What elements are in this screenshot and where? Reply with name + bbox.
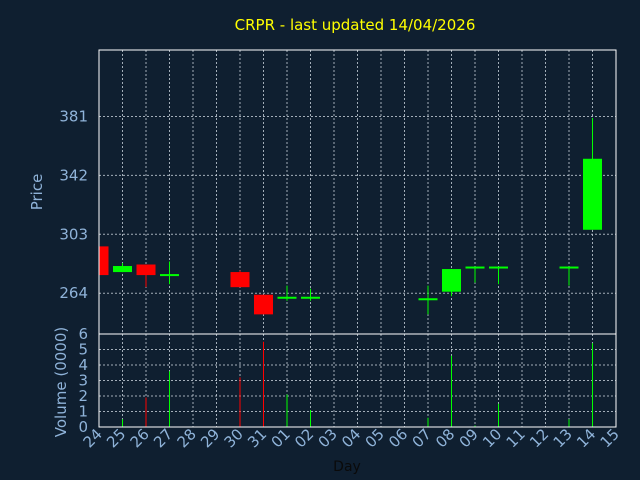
price-tick-label: 264 <box>59 284 88 302</box>
volume-tick-label: 2 <box>78 387 88 405</box>
volume-series <box>122 341 593 427</box>
candle-body <box>583 158 602 230</box>
price-tick-label: 381 <box>59 107 88 125</box>
price-tick-label: 342 <box>59 166 88 184</box>
candlestick-series <box>98 117 602 315</box>
candle-body <box>136 264 156 276</box>
candle-body <box>160 274 179 277</box>
price-tick-label: 303 <box>59 225 88 243</box>
volume-tick-label: 3 <box>78 372 88 390</box>
candle-body <box>113 266 132 273</box>
x-axis-label: Day <box>333 459 361 475</box>
volume-tick-label: 4 <box>78 356 88 374</box>
candle-body <box>489 266 508 269</box>
candle-body <box>230 272 250 288</box>
volume-tick-label: 0 <box>78 418 88 436</box>
volume-panel-frame <box>98 333 617 428</box>
candle-body <box>559 266 579 269</box>
y-axis-label: Price <box>28 174 46 211</box>
candle-body <box>277 296 297 299</box>
volume-tick-label: 5 <box>78 341 88 359</box>
candle-body <box>418 298 438 301</box>
volume-tick-label: 1 <box>78 403 88 421</box>
volume-axis-label: Volume (0000) <box>52 327 70 437</box>
candle-body <box>254 294 273 315</box>
candle-body <box>301 296 320 299</box>
plot-frame <box>98 49 617 428</box>
candle-body <box>442 269 461 292</box>
chart-title: CRPR - last updated 14/04/2026 <box>235 16 476 34</box>
candle-body <box>465 266 485 269</box>
candle-body <box>99 246 109 276</box>
volume-tick-label: 6 <box>78 325 88 343</box>
